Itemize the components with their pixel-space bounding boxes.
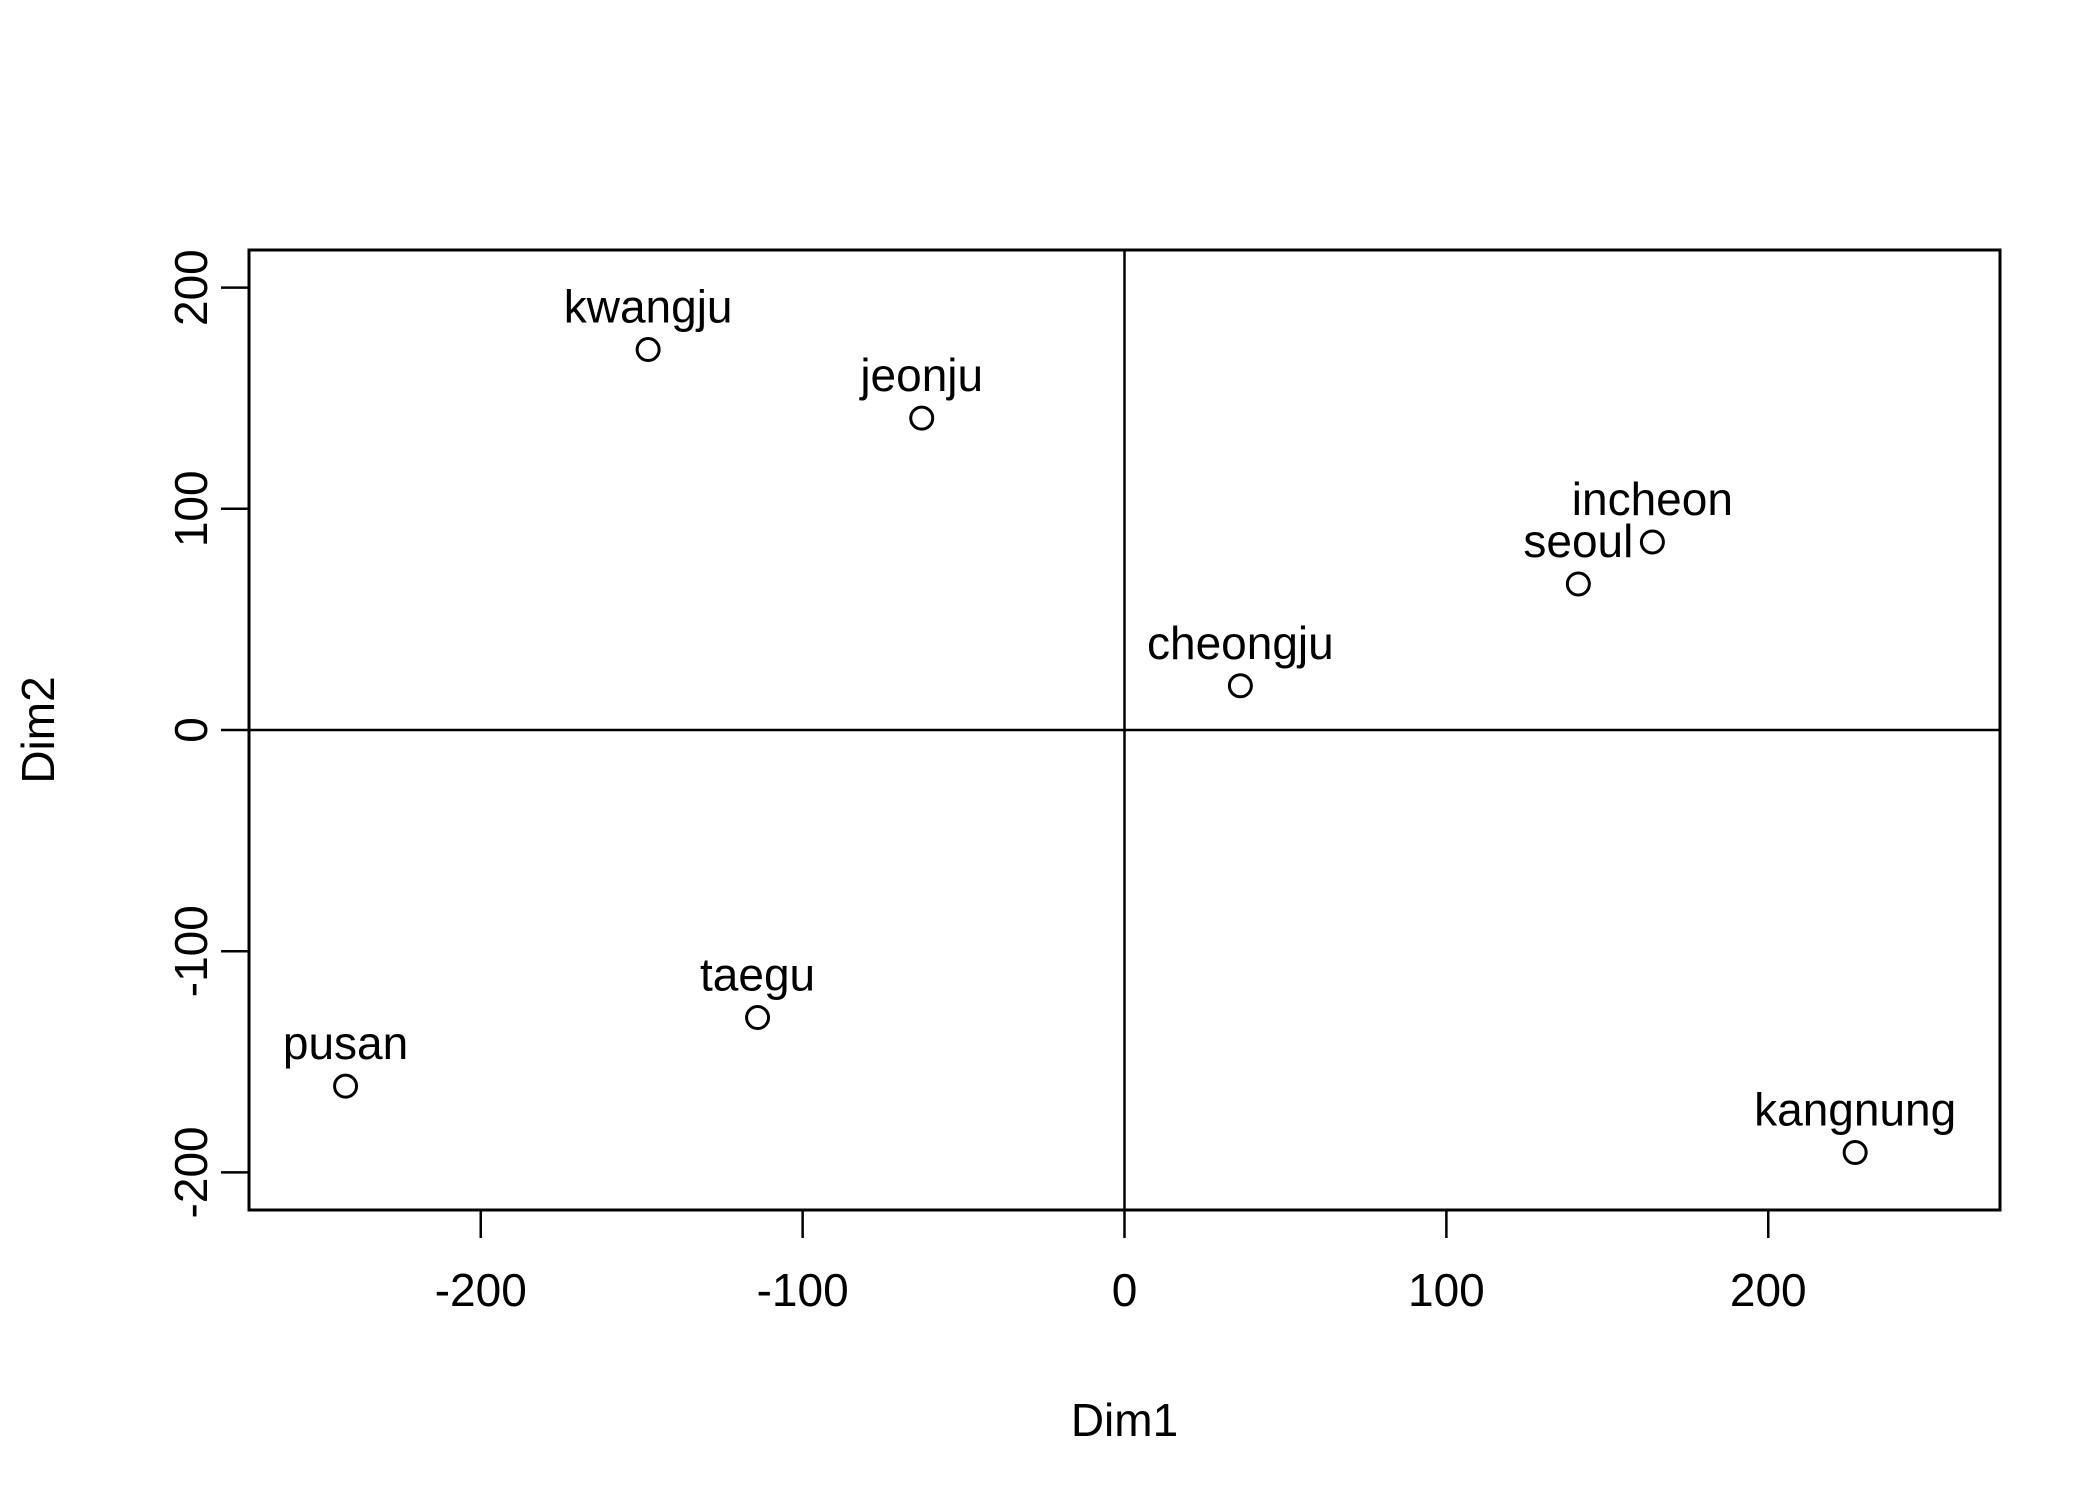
point-label: kangnung xyxy=(1754,1083,1956,1135)
x-axis-title: Dim1 xyxy=(1071,1394,1178,1446)
y-tick-label: -200 xyxy=(165,1126,217,1218)
y-tick-label: 100 xyxy=(165,470,217,547)
point-label: cheongju xyxy=(1147,617,1334,669)
point-marker xyxy=(333,1073,359,1099)
point-marker xyxy=(1227,673,1253,699)
point-marker xyxy=(745,1005,771,1031)
point-marker xyxy=(1842,1139,1868,1165)
point-label: jeonju xyxy=(858,349,983,401)
point-label: incheon xyxy=(1572,473,1733,525)
point-label: pusan xyxy=(283,1017,408,1069)
y-tick-label: -100 xyxy=(165,905,217,997)
point-label: kwangju xyxy=(564,281,733,333)
x-tick-label: 200 xyxy=(1730,1264,1807,1316)
x-tick-label: 100 xyxy=(1408,1264,1485,1316)
y-tick-label: 0 xyxy=(165,717,217,743)
x-tick-label: 0 xyxy=(1112,1264,1138,1316)
x-tick-label: -200 xyxy=(435,1264,527,1316)
x-tick-label: -100 xyxy=(757,1264,849,1316)
point-label: seoul xyxy=(1523,515,1633,567)
point-marker xyxy=(909,405,935,431)
y-tick-label: 200 xyxy=(165,249,217,326)
x-axis: -200 -100 0 100 200 xyxy=(435,1208,1807,1316)
point-marker xyxy=(1639,529,1665,555)
point-marker xyxy=(635,337,661,363)
y-axis-title: Dim2 xyxy=(12,676,64,783)
point-label: taegu xyxy=(700,949,815,1001)
point-marker xyxy=(1565,571,1591,597)
y-axis: -200 -100 0 100 200 xyxy=(165,249,251,1218)
reference-lines xyxy=(249,250,2000,1210)
